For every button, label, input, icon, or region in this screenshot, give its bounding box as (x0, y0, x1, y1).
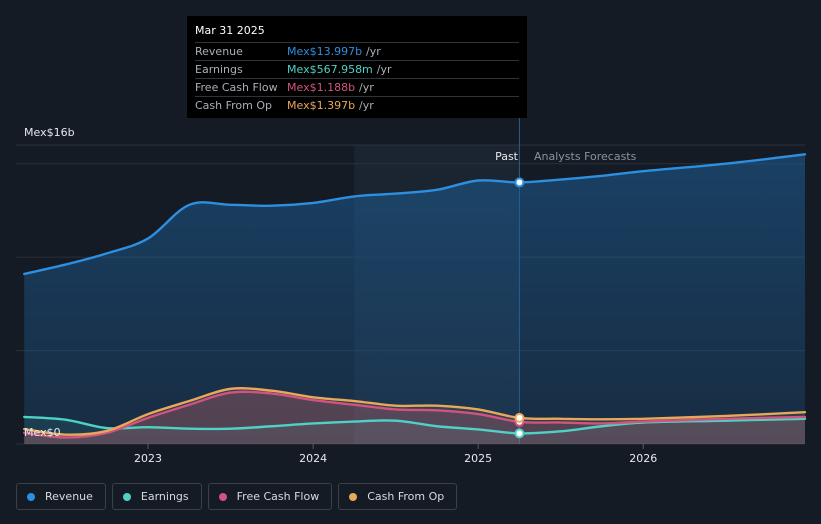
legend-dot-icon (27, 492, 35, 501)
x-tick-label: 2023 (134, 452, 162, 465)
tooltip-row-revenue: Revenue Mex$13.997b /yr (195, 42, 519, 60)
marker-cash-from-op (514, 412, 525, 423)
area-earnings (24, 416, 806, 444)
tooltip-row-cash-from-op: Cash From Op Mex$1.397b /yr (195, 96, 519, 114)
tooltip-label: Revenue (195, 45, 243, 58)
legend-item-earnings[interactable]: Earnings (111, 483, 202, 510)
forecast-label: Analysts Forecasts (534, 150, 637, 163)
area-revenue (24, 154, 806, 444)
hover-markers (514, 177, 525, 439)
tooltip-unit: /yr (376, 63, 392, 76)
tooltip-unit: /yr (359, 81, 374, 94)
tooltip-unit: /yr (366, 45, 381, 58)
legend-label: Free Cash Flow (236, 490, 320, 503)
tooltip-label: Earnings (195, 63, 243, 76)
tooltip-label: Cash From Op (195, 99, 273, 112)
legend-dot-icon (349, 492, 358, 501)
tooltip-value: Mex$13.997b (287, 45, 363, 58)
series-areas (24, 154, 806, 444)
marker-earnings (514, 428, 525, 439)
legend-dot-icon (218, 492, 227, 501)
tooltip-unit: /yr (359, 99, 374, 112)
tooltip-value: Mex$567.958m (287, 63, 373, 76)
tooltip-value: Mex$1.188b (287, 81, 356, 94)
legend-dot-icon (122, 492, 131, 501)
line-free-cash-flow (23, 390, 807, 439)
tooltip-label: Free Cash Flow (195, 81, 278, 94)
axis-labels: Mex$16b Mex$0 Past Analysts Forecasts 20… (24, 126, 657, 465)
tooltip-row-free-cash-flow: Free Cash Flow Mex$1.188b /yr (195, 78, 519, 96)
legend-label: Revenue (45, 490, 93, 503)
y-axis-zero-label: Mex$0 (24, 426, 61, 439)
tooltip-date: Mar 31 2025 (195, 24, 265, 37)
tooltip-value: Mex$1.397b (287, 99, 356, 112)
legend-item-revenue[interactable]: Revenue (16, 483, 106, 510)
past-label: Past (495, 150, 519, 163)
line-cash-from-op (23, 387, 807, 436)
legend-item-cash-from-op[interactable]: Cash From Op (338, 483, 458, 510)
legend-item-free-cash-flow[interactable]: Free Cash Flow (207, 483, 333, 510)
x-tick-label: 2024 (299, 452, 327, 465)
x-tick-label: 2025 (464, 452, 492, 465)
legend-label: Cash From Op (367, 490, 445, 503)
hover-tooltip: Mar 31 2025 Revenue Mex$13.997b /yr Earn… (187, 16, 527, 118)
line-revenue (23, 153, 807, 276)
line-earnings (23, 415, 807, 435)
marker-revenue (514, 177, 525, 188)
area-free-cash-flow (24, 391, 806, 444)
tooltip-row-earnings: Earnings Mex$567.958m /yr (195, 60, 519, 78)
legend-label: Earnings (140, 490, 189, 503)
chart-legend: Revenue Earnings Free Cash Flow Cash Fro… (16, 483, 458, 510)
x-tick-label: 2026 (629, 452, 657, 465)
y-axis-max-label: Mex$16b (24, 126, 75, 139)
series-lines (23, 153, 807, 439)
